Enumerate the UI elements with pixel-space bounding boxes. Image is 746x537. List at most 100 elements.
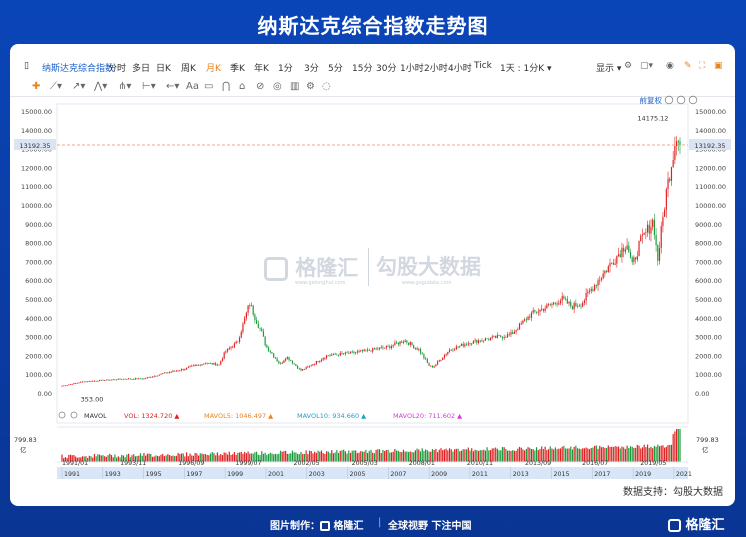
measure-icon[interactable]: ⊢▾ <box>142 81 156 92</box>
candle <box>407 342 410 345</box>
period-tab[interactable]: 周K <box>181 64 196 74</box>
period-tab[interactable]: 1天 : 1分K ▾ <box>500 64 552 74</box>
candle <box>346 352 348 354</box>
candle <box>232 347 234 349</box>
fullscreen-icon[interactable]: ⛶ <box>699 61 706 71</box>
wave-tool-icon[interactable]: ⋀▾ <box>94 81 108 92</box>
y-tick-right: 1000.00 <box>695 371 722 379</box>
symbol-name[interactable]: 纳斯达克综合指数 <box>42 64 115 74</box>
period-tab[interactable]: Tick <box>474 61 492 71</box>
volume-bar <box>353 450 355 462</box>
volume-bar <box>341 450 343 462</box>
candle <box>563 296 565 299</box>
volume-bar <box>474 449 476 462</box>
candle <box>172 370 174 372</box>
volume-bar <box>426 450 428 462</box>
period-tab[interactable]: 4小时 <box>448 64 472 74</box>
period-tab[interactable]: 月K <box>206 64 221 74</box>
period-tab[interactable]: 15分 <box>352 64 373 74</box>
candle <box>518 323 521 330</box>
mavol-label: MAVOL <box>84 412 107 420</box>
volume-bar <box>203 454 205 462</box>
period-toolbar: ▯ 纳斯达克综合指数 分时 多日 日K 周K 月K 季K 年K 1分 3分 5分 15分 30分 1小时… <box>10 56 735 78</box>
volume-bar <box>250 453 253 462</box>
visibility-icon[interactable]: ◎ <box>273 81 282 92</box>
period-tab[interactable]: 3分 <box>304 64 319 74</box>
volume-bar <box>238 452 241 462</box>
arrow-tool-icon[interactable]: ←▾ <box>166 81 180 92</box>
period-tab[interactable]: 1小时 <box>400 64 424 74</box>
candle <box>110 379 113 381</box>
candle <box>503 337 505 339</box>
period-tab[interactable]: 年K <box>254 64 269 74</box>
candle <box>69 384 72 385</box>
candle <box>114 379 116 381</box>
text-tool-icon[interactable]: Aa <box>186 81 199 92</box>
volume-bar <box>290 453 292 462</box>
comment-icon[interactable]: ▭ <box>204 81 214 92</box>
period-tab[interactable]: 多日 <box>132 64 151 74</box>
display-menu[interactable]: 显示 ▾ <box>596 64 622 74</box>
candle <box>356 351 358 353</box>
period-tab[interactable]: 30分 <box>376 64 397 74</box>
current-price-left: 13192.35 <box>19 142 50 150</box>
candle <box>587 291 589 294</box>
candle <box>310 365 312 367</box>
candle <box>664 209 666 217</box>
volume-bar <box>476 450 478 462</box>
volume-bar <box>554 447 556 462</box>
volume-bar <box>457 448 459 462</box>
pitchfork-icon[interactable]: ⋔▾ <box>118 81 132 92</box>
delete-icon[interactable]: ▥ <box>290 81 300 92</box>
candle <box>322 358 324 360</box>
period-tab[interactable]: 2小时 <box>424 64 448 74</box>
line-tool-icon[interactable]: ⟋▾ <box>50 81 63 92</box>
draw-settings-icon[interactable]: ⚙ <box>306 81 315 92</box>
volume-bar <box>419 451 422 462</box>
volume-bar <box>98 454 101 462</box>
candle <box>486 338 488 340</box>
candle <box>452 349 454 351</box>
crosshair-icon[interactable]: ✚ <box>32 81 41 92</box>
magnet-icon[interactable]: ⋂ <box>222 81 231 92</box>
year-tick: 2001 <box>268 471 284 478</box>
y-tick-left: 11000.00 <box>21 183 52 191</box>
candle <box>151 376 154 378</box>
candle <box>375 348 377 350</box>
settings-icon[interactable]: ⚙ <box>624 61 633 71</box>
volume-bar <box>232 454 234 462</box>
pencil-icon[interactable]: ✎ <box>684 61 692 71</box>
candle <box>631 257 633 262</box>
candle <box>291 360 294 364</box>
candle <box>92 380 94 382</box>
period-tab[interactable]: 5分 <box>328 64 343 74</box>
candle <box>327 355 329 357</box>
volume-bar <box>355 450 357 462</box>
period-tab[interactable]: 季K <box>230 64 245 74</box>
volume-bar <box>230 454 232 462</box>
templates-icon[interactable]: ◌ <box>322 81 331 92</box>
hide-icon[interactable]: ⊘ <box>256 81 265 92</box>
lock-icon[interactable]: ⌂ <box>239 81 246 92</box>
volume-bar <box>310 451 312 462</box>
ray-tool-icon[interactable]: ↗▾ <box>72 81 86 92</box>
price-chart[interactable]: 前复权15000.0015000.0014000.0014000.0013000… <box>10 44 735 484</box>
volume-bar <box>428 451 430 462</box>
volume-bar <box>380 453 382 462</box>
year-tick: 2021 <box>676 471 692 478</box>
layout-icon[interactable]: ▢▾ <box>640 61 654 71</box>
volume-bar <box>285 450 287 462</box>
volume-bar <box>443 449 446 462</box>
volume-bar <box>498 450 500 462</box>
camera-icon[interactable]: ◉ <box>666 61 674 71</box>
x-date-tick: 2008/01 <box>409 460 435 467</box>
volume-bar <box>163 456 166 462</box>
fit-icon[interactable]: ▣ <box>714 61 723 71</box>
period-tab[interactable]: 1分 <box>278 64 293 74</box>
volume-bar <box>366 453 369 462</box>
sidebar-toggle-icon[interactable]: ▯ <box>24 61 29 71</box>
period-tab[interactable]: 日K <box>156 64 171 74</box>
candle <box>628 245 630 253</box>
candle <box>355 352 357 354</box>
period-tab[interactable]: 分时 <box>108 64 127 74</box>
